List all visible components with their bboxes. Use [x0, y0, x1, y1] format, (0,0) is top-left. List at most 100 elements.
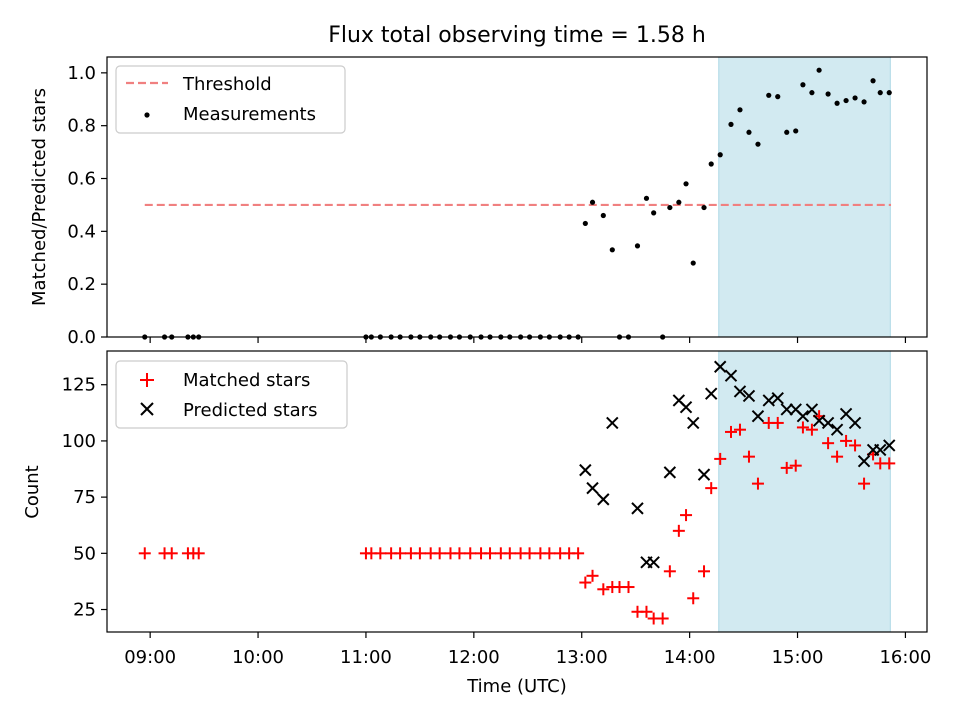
matched-star-marker	[705, 482, 718, 495]
matched-star-marker	[192, 547, 205, 560]
matched-star-marker	[849, 439, 862, 452]
measurement-point	[717, 152, 723, 158]
matched-star-marker	[822, 437, 835, 450]
measurement-point	[701, 204, 707, 211]
measurement-point	[870, 78, 876, 84]
measurement-point	[825, 91, 831, 97]
predicted-star-marker	[805, 403, 819, 416]
matched-star-marker	[433, 547, 446, 560]
chart-title: Flux total observing time = 1.58 h	[328, 23, 706, 48]
x-axis-label: Time (UTC)	[466, 676, 567, 697]
top-panel-frame	[106, 56, 928, 338]
measurement-point	[708, 161, 714, 167]
matched-star-marker	[656, 612, 669, 625]
measurement-point	[755, 141, 761, 147]
y-tick-label: 0.8	[67, 116, 96, 137]
measurements-series	[142, 67, 892, 340]
measurement-point	[683, 181, 689, 187]
y-tick-label: 125	[62, 375, 96, 396]
matched-star-marker	[663, 565, 676, 578]
predicted-star-marker	[796, 409, 810, 423]
matched-star-marker	[742, 450, 755, 463]
matched-star-marker	[698, 565, 711, 578]
legend-threshold-label: Threshold	[182, 74, 272, 95]
top-legend-box	[115, 65, 346, 134]
matched-star-marker	[503, 547, 516, 560]
matched-star-marker	[597, 583, 610, 596]
legend-matched-label: Matched stars	[183, 370, 310, 391]
y-tick-label: 0.6	[67, 169, 96, 190]
matched-star-marker	[733, 423, 746, 436]
predicted-star-marker	[751, 409, 765, 423]
matched-star-marker	[724, 425, 737, 438]
predicted-star-marker	[663, 466, 677, 479]
predicted-star-marker	[812, 414, 826, 427]
predicted-star-marker	[579, 463, 592, 477]
predicted-star-marker	[697, 468, 711, 481]
matched-star-marker	[523, 547, 536, 560]
measurement-point	[784, 129, 790, 135]
top-legend: Threshold Measurements	[115, 65, 346, 134]
matched-star-marker	[640, 605, 653, 618]
measurement-point	[737, 107, 743, 113]
measurement-point	[809, 90, 815, 96]
matched-star-marker	[840, 434, 853, 447]
matched-star-marker	[680, 509, 693, 522]
x-tick-label: 12:00	[448, 647, 500, 668]
measurement-point	[643, 195, 650, 201]
predicted-star-marker	[679, 400, 693, 414]
x-tick-label: 09:00	[124, 647, 176, 668]
top-x-ticks	[149, 337, 907, 343]
top-panel-highlight	[718, 56, 891, 338]
matched-star-marker	[831, 450, 844, 463]
x-tick-label: 14:00	[664, 647, 716, 668]
matched-star-marker	[586, 569, 599, 582]
matched-star-marker	[687, 592, 700, 605]
predicted-stars-series	[579, 360, 896, 569]
top-ylabel: Matched/Predicted stars	[29, 88, 50, 306]
measurement-point	[886, 90, 892, 96]
matched-star-marker	[771, 416, 784, 429]
bottom-x-ticks: 09:00 10:00 11:00 12:00 13:00 14:00 15:00 16:00	[124, 632, 931, 668]
measurement-point	[600, 212, 606, 219]
measurement-point	[728, 121, 734, 127]
measurement-point	[800, 82, 806, 88]
y-tick-label: 0.2	[67, 274, 96, 295]
matched-star-marker	[672, 524, 685, 537]
predicted-star-marker	[780, 403, 793, 416]
measurement-point	[843, 97, 849, 104]
measurement-point	[676, 199, 682, 205]
matched-star-marker	[413, 547, 426, 560]
predicted-star-marker	[857, 454, 871, 468]
predicted-star-marker	[597, 493, 610, 506]
predicted-star-marker	[713, 360, 727, 373]
predicted-star-marker	[687, 416, 700, 430]
x-tick-label: 13:00	[556, 647, 608, 668]
matched-star-marker	[796, 421, 809, 434]
measurement-point	[861, 99, 867, 105]
legend-matched-swatch	[140, 373, 154, 387]
y-tick-label: 50	[73, 543, 96, 564]
measurement-point	[582, 220, 588, 227]
predicted-star-marker	[874, 443, 887, 457]
legend-measurements-swatch	[144, 112, 150, 118]
matched-star-marker	[464, 547, 477, 560]
x-tick-label: 11:00	[340, 647, 392, 668]
measurement-point	[834, 100, 840, 106]
predicted-star-marker	[733, 385, 747, 398]
measurement-point	[766, 92, 772, 98]
matched-star-marker	[543, 547, 556, 560]
matched-star-marker	[622, 581, 635, 594]
top-panel: 0.0 0.2 0.4 0.6 0.8 1.0 Matched/Predicted sta…	[29, 56, 928, 348]
predicted-star-marker	[848, 416, 862, 430]
bottom-legend-box	[115, 360, 348, 429]
bottom-y-ticks: 25 50 75 100 125	[62, 375, 107, 621]
matched-star-marker	[394, 547, 407, 560]
predicted-star-marker	[647, 556, 660, 569]
matched-star-marker	[805, 423, 818, 436]
bottom-panel-frame	[106, 350, 928, 633]
bottom-legend: Matched stars Predicted stars	[115, 360, 348, 429]
matched-star-marker	[453, 547, 466, 560]
